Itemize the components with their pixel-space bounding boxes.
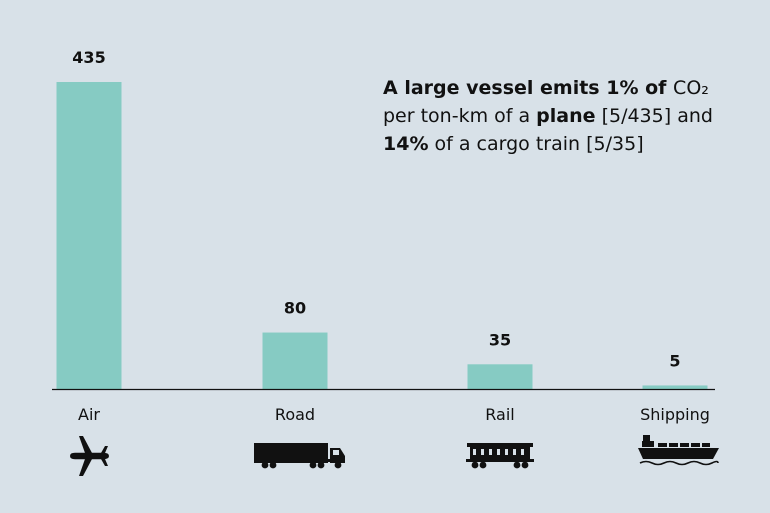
category-label-air: Air <box>78 405 100 424</box>
bar-road <box>262 332 328 389</box>
category-label-rail: Rail <box>485 405 514 424</box>
labels-group: 435 Air 80 Road 35 Rail 5 Shipping <box>72 48 710 424</box>
bar-rail <box>467 364 533 389</box>
cargo-ship-icon <box>638 435 719 466</box>
bar-air <box>56 82 122 389</box>
value-label-road: 80 <box>284 299 306 318</box>
category-label-shipping: Shipping <box>640 405 710 424</box>
chart-annotation: A large vessel emits 1% of CO₂ per ton-km… <box>383 77 713 155</box>
bars-group <box>56 82 708 389</box>
value-label-shipping: 5 <box>669 351 680 370</box>
truck-icon <box>254 443 345 469</box>
airplane-icon <box>70 436 109 476</box>
value-label-rail: 35 <box>489 330 511 349</box>
rail-wagon-icon <box>466 443 534 469</box>
bar-shipping <box>642 385 708 389</box>
category-label-road: Road <box>275 405 315 424</box>
value-label-air: 435 <box>72 48 105 67</box>
